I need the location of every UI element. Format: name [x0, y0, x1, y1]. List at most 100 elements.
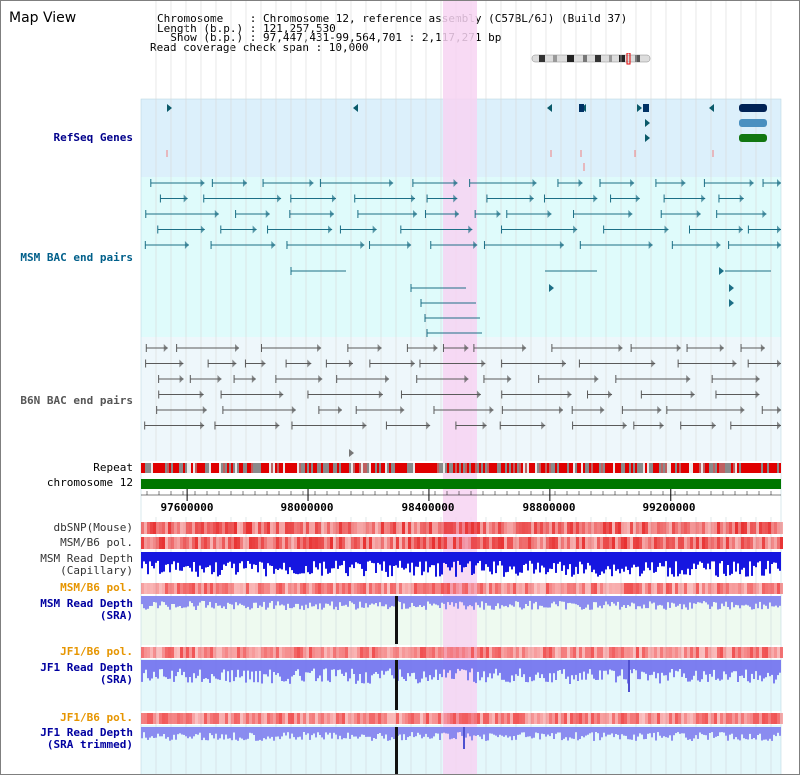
msm-depth-sra-bar: [711, 596, 713, 607]
msm-b6-pol-cell: [339, 537, 342, 549]
dbsnp-cell: [636, 522, 639, 534]
jf1-b6-pol-cell: [261, 713, 264, 724]
msm-depth-sra-bar: [725, 596, 727, 602]
jf1-depth-sra-bar: [659, 660, 661, 684]
repeat-segment: [681, 463, 683, 473]
msm-b6-pol-cell: [459, 583, 462, 594]
msm-depth-sra-bar: [599, 596, 601, 606]
jf1-depth-trim-bar: [141, 727, 143, 739]
msm-depth-sra-bar: [223, 596, 225, 607]
jf1-depth-sra-bar: [237, 660, 239, 670]
msm-depth-sra-bar: [643, 596, 645, 605]
jf1-b6-pol-cell: [453, 713, 456, 724]
msm-b6-pol-cell: [303, 537, 306, 549]
jf1-b6-pol-cell: [780, 647, 783, 658]
msm-depth-sra-bar: [679, 596, 681, 604]
msm-b6-pol-cell: [306, 583, 309, 594]
jf1-b6-pol-cell: [417, 647, 420, 658]
msm-depth-sra-bar: [623, 596, 625, 606]
jf1-depth-sra-bar: [315, 660, 317, 682]
jf1-depth-trim-sub: (SRA trimmed): [46, 738, 133, 751]
jf1-depth-sra-bar: [631, 660, 633, 674]
repeat-segment: [143, 463, 145, 473]
msm-depth-cap-bar: [247, 552, 249, 561]
jf1-b6-pol-cell: [564, 713, 567, 724]
msm-b6-pol-cell: [423, 583, 426, 594]
repeat-segment: [451, 463, 453, 473]
jf1-depth-trim-bar: [529, 727, 531, 737]
b6n-bac-end: [378, 390, 383, 399]
jf1-depth-sra-bar: [729, 660, 731, 678]
msm-depth-sra-bar: [261, 596, 263, 607]
msm-b6-pol-cell: [555, 583, 558, 594]
dbsnp-cell: [264, 522, 267, 534]
jf1-depth-sra-label: JF1 Read Depth: [40, 661, 133, 674]
jf1-depth-trim-bar: [265, 727, 267, 740]
repeat-segment: [517, 463, 519, 473]
jf1-b6-pol-cell: [501, 713, 504, 724]
repeat-segment: [471, 463, 473, 473]
repeat-segment: [273, 463, 275, 473]
repeat-segment: [691, 463, 693, 473]
msm-b6-pol-cell: [270, 537, 273, 549]
jf1-depth-sra-bar: [563, 660, 565, 670]
repeat-segment: [733, 463, 735, 473]
msm-b6-pol-cell: [714, 583, 717, 594]
msm-depth-cap-bar: [331, 552, 333, 569]
dbsnp-cell: [483, 522, 486, 534]
msm-b6-pol-cell: [234, 583, 237, 594]
dbsnp-cell: [348, 522, 351, 534]
repeat-segment: [303, 463, 305, 473]
msm-depth-sra-bar: [735, 596, 737, 605]
repeat-segment: [285, 463, 287, 473]
msm-depth-sra-bar: [487, 596, 489, 606]
msm-depth-sra-bar: [369, 596, 371, 605]
repeat-segment: [229, 463, 231, 473]
repeat-segment: [269, 463, 271, 473]
jf1-depth-trim-bar: [291, 727, 293, 734]
jf1-b6-pol-cell: [360, 647, 363, 658]
msm-b6-pol-cell: [660, 537, 663, 549]
msm-depth-sra-bar: [719, 596, 721, 609]
msm-b6-pol-cell: [429, 537, 432, 549]
jf1-depth-sra-bar: [147, 660, 149, 679]
jf1-depth-sra-bar: [203, 660, 205, 679]
jf1-depth-trim-bar: [283, 727, 285, 733]
msm-depth-sra-bar: [539, 596, 541, 606]
jf1-depth-trim-bar: [365, 727, 367, 737]
msm-b6-pol-cell: [693, 583, 696, 594]
jf1-depth-trim-bar: [645, 727, 647, 739]
msm-depth-sra-bar: [627, 596, 629, 605]
msm-b6-pol-cell: [330, 583, 333, 594]
msm-depth-cap-bar: [741, 552, 743, 570]
dbsnp-cell: [540, 522, 543, 534]
jf1-depth-trim-bar: [261, 727, 263, 741]
dbsnp-cell: [579, 522, 582, 534]
msm-depth-cap-bar: [361, 552, 363, 569]
jf1-depth-trim-bar: [683, 727, 685, 734]
msm-b6-pol-cell: [459, 537, 462, 549]
jf1-b6-pol-cell: [234, 647, 237, 658]
repeat-segment: [767, 463, 769, 473]
msm-b6-pol-cell: [156, 537, 159, 549]
msm-depth-cap-bar: [625, 552, 627, 567]
jf1-depth-sra-bar: [191, 660, 193, 683]
msm-depth-sra-bar: [677, 596, 679, 606]
repeat-segment: [491, 463, 493, 473]
jf1-depth-sra-bar: [199, 660, 201, 670]
jf1-depth-sra-bar: [221, 660, 223, 673]
msm-depth-sra-bar: [675, 596, 677, 607]
jf1-depth-trim-bar: [315, 727, 317, 738]
jf1-depth-trim-bar: [367, 727, 369, 737]
msm-depth-sra-bar: [537, 596, 539, 610]
jf1-b6-pol-cell: [537, 647, 540, 658]
msm-depth-sra-bar: [501, 596, 503, 606]
msm-b6-pol-cell: [444, 537, 447, 549]
jf1-b6-pol-cell: [609, 713, 612, 724]
dbsnp-cell: [291, 522, 294, 534]
msm-b6-pol-cell: [738, 583, 741, 594]
msm-depth-cap-bar: [279, 552, 281, 569]
jf1-depth-sra-bar: [625, 660, 627, 680]
dbsnp-cell: [561, 522, 564, 534]
